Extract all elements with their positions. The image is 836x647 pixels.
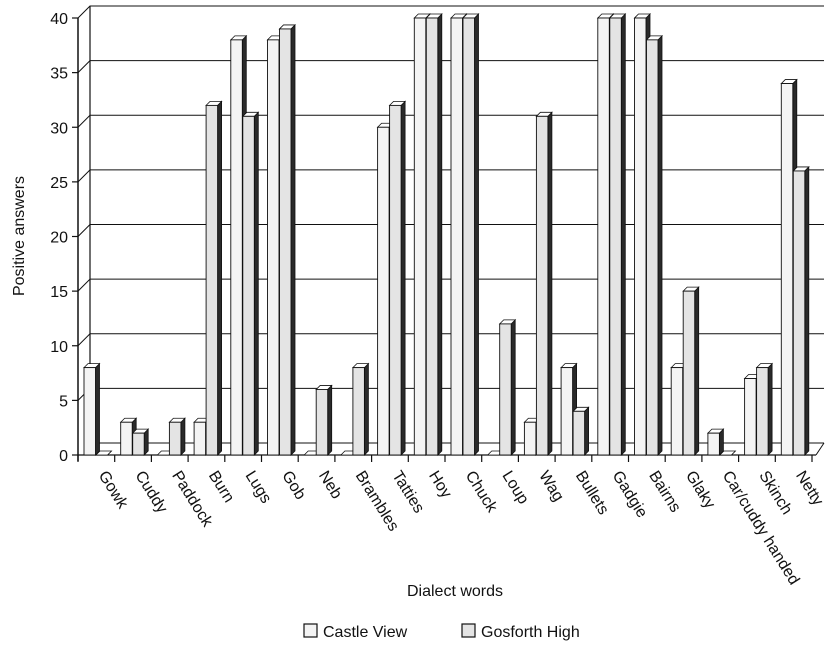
y-tick-label: 10: [50, 339, 68, 356]
x-tick-label: Lugs: [242, 468, 275, 506]
bar-gosforth-high: [462, 13, 480, 456]
x-tick-label: Gadgie: [609, 468, 651, 521]
x-tick-label: Glaky: [682, 468, 718, 512]
y-tick-label: 15: [50, 284, 68, 301]
y-axis-title: Positive answers: [11, 176, 28, 296]
x-tick-label: Burn: [205, 468, 237, 506]
bar-gosforth-high: [572, 406, 590, 456]
x-tick-label: Gowk: [95, 468, 132, 513]
x-tick-label: Cuddy: [131, 468, 170, 516]
bar-gosforth-high: [388, 100, 407, 456]
floor-right-edge: [815, 442, 825, 456]
x-tick-label: Neb: [315, 468, 345, 502]
x-tick-label: Loup: [498, 468, 531, 507]
bar-castle-view: [706, 428, 725, 456]
x-tick-label: Bairns: [645, 468, 683, 515]
legend-swatch-castle-view: [303, 623, 318, 638]
y-tick-label: 5: [59, 393, 68, 410]
y-tick-label: 20: [50, 230, 68, 247]
y-tick-label: 25: [50, 175, 68, 192]
y-tick-label: 0: [59, 448, 68, 465]
bar-gosforth-high: [95, 450, 113, 456]
bar-gosforth-high: [241, 111, 260, 456]
x-tick-label: Car/cuddy handed: [719, 468, 803, 588]
bar-castle-view: [83, 362, 101, 456]
bar-gosforth-high: [315, 384, 333, 456]
bar-gosforth-high: [351, 362, 370, 456]
bar-gosforth-high: [682, 286, 700, 456]
legend-swatch-gosforth-high: [461, 623, 476, 638]
x-tick-label: Netty: [792, 468, 826, 509]
bar-gosforth-high: [498, 318, 517, 456]
bars: [83, 13, 810, 456]
bar-gosforth-high: [645, 34, 663, 456]
x-tick-label: Chuck: [462, 468, 501, 516]
bar-gosforth-high: [425, 13, 443, 456]
x-axis-title: Dialect words: [407, 583, 503, 600]
y-tick-label: 30: [50, 120, 68, 137]
y-tick-label: 35: [50, 66, 68, 83]
x-tick-label: Skinch: [755, 468, 795, 518]
bar-gosforth-high: [278, 23, 296, 456]
x-tick-label: Hoy: [425, 468, 454, 501]
bar-gosforth-high: [168, 417, 186, 456]
y-tick-label: 40: [50, 11, 68, 28]
bar-gosforth-high: [535, 111, 553, 456]
bar-gosforth-high: [792, 165, 810, 456]
bar-gosforth-high: [755, 362, 774, 456]
axes: [72, 6, 825, 462]
x-tick-label: Tatties: [388, 468, 427, 516]
gridline: [77, 5, 824, 19]
x-tick-label: Wag: [535, 468, 567, 504]
bar-gosforth-high: [131, 428, 150, 456]
legend-label-gosforth-high: Gosforth High: [481, 624, 580, 641]
legend: Castle View Gosforth High: [303, 623, 580, 641]
bar-gosforth-high: [608, 13, 627, 456]
legend-label-castle-view: Castle View: [323, 624, 408, 641]
bar-gosforth-high: [205, 100, 223, 456]
x-tick-label: Bullets: [572, 468, 612, 518]
bar-gosforth-high: [718, 450, 737, 456]
x-tick-label: Gob: [278, 468, 308, 503]
